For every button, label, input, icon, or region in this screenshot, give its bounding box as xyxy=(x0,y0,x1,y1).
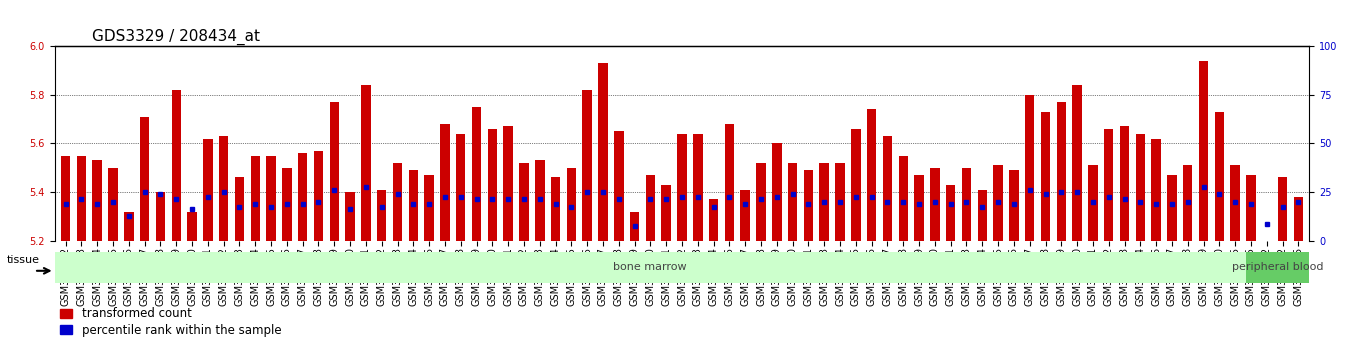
Bar xyxy=(1072,85,1082,241)
Bar xyxy=(61,155,71,241)
Bar xyxy=(835,163,844,241)
Text: GDS3329 / 208434_at: GDS3329 / 208434_at xyxy=(93,28,261,45)
Bar xyxy=(851,129,861,241)
Bar xyxy=(1230,165,1240,241)
Bar xyxy=(756,163,765,241)
Bar xyxy=(108,168,117,241)
Bar xyxy=(1278,177,1288,241)
Bar xyxy=(140,116,150,241)
Bar xyxy=(1293,197,1303,241)
Bar xyxy=(535,160,544,241)
Bar xyxy=(1151,138,1161,241)
Bar xyxy=(376,190,386,241)
Bar xyxy=(772,143,782,241)
Bar xyxy=(630,211,640,241)
FancyBboxPatch shape xyxy=(55,252,1245,282)
Bar xyxy=(709,199,719,241)
Bar xyxy=(1199,61,1209,241)
Bar xyxy=(172,90,181,241)
Bar xyxy=(868,109,877,241)
Bar xyxy=(251,155,261,241)
Bar xyxy=(393,163,402,241)
Bar xyxy=(645,175,655,241)
Bar xyxy=(741,190,750,241)
Bar xyxy=(820,163,829,241)
Bar xyxy=(614,131,623,241)
Bar xyxy=(678,134,686,241)
Bar xyxy=(472,107,481,241)
Bar xyxy=(314,151,323,241)
FancyBboxPatch shape xyxy=(1245,252,1309,282)
Bar xyxy=(724,124,734,241)
Bar xyxy=(978,190,988,241)
Bar xyxy=(1088,165,1098,241)
Legend: transformed count, percentile rank within the sample: transformed count, percentile rank withi… xyxy=(60,307,281,337)
Bar xyxy=(297,153,307,241)
Bar xyxy=(693,134,702,241)
Bar xyxy=(266,155,276,241)
Text: tissue: tissue xyxy=(7,255,40,265)
Bar xyxy=(599,63,608,241)
Bar xyxy=(520,163,529,241)
Bar xyxy=(155,192,165,241)
Bar xyxy=(788,163,798,241)
Text: peripheral blood: peripheral blood xyxy=(1232,262,1323,272)
Bar xyxy=(1247,175,1256,241)
Bar xyxy=(947,185,955,241)
Bar xyxy=(409,170,417,241)
Bar xyxy=(566,168,576,241)
Bar xyxy=(914,175,923,241)
Bar xyxy=(361,85,371,241)
Bar xyxy=(1041,112,1050,241)
Bar xyxy=(93,160,102,241)
Bar xyxy=(235,177,244,241)
Bar xyxy=(1168,175,1177,241)
Bar xyxy=(424,175,434,241)
Bar xyxy=(282,168,292,241)
Bar xyxy=(883,136,892,241)
Bar xyxy=(993,165,1003,241)
Bar xyxy=(662,185,671,241)
Bar xyxy=(1120,126,1129,241)
Bar xyxy=(1103,129,1113,241)
Bar xyxy=(503,126,513,241)
Bar xyxy=(487,129,496,241)
Bar xyxy=(1214,112,1224,241)
Bar xyxy=(551,177,561,241)
Bar xyxy=(899,155,908,241)
Bar xyxy=(456,134,465,241)
Bar xyxy=(76,155,86,241)
Bar xyxy=(582,90,592,241)
Text: bone marrow: bone marrow xyxy=(614,262,687,272)
Bar xyxy=(220,136,228,241)
Bar xyxy=(1136,134,1144,241)
Bar xyxy=(1057,102,1067,241)
Bar xyxy=(1009,170,1019,241)
Bar xyxy=(203,138,213,241)
Bar xyxy=(962,168,971,241)
Bar xyxy=(1024,95,1034,241)
Bar xyxy=(803,170,813,241)
Bar xyxy=(1183,165,1192,241)
Bar xyxy=(330,102,340,241)
Bar xyxy=(187,211,196,241)
Bar xyxy=(124,211,134,241)
Bar xyxy=(345,192,355,241)
Bar xyxy=(930,168,940,241)
Bar xyxy=(1262,241,1271,253)
Bar xyxy=(441,124,450,241)
